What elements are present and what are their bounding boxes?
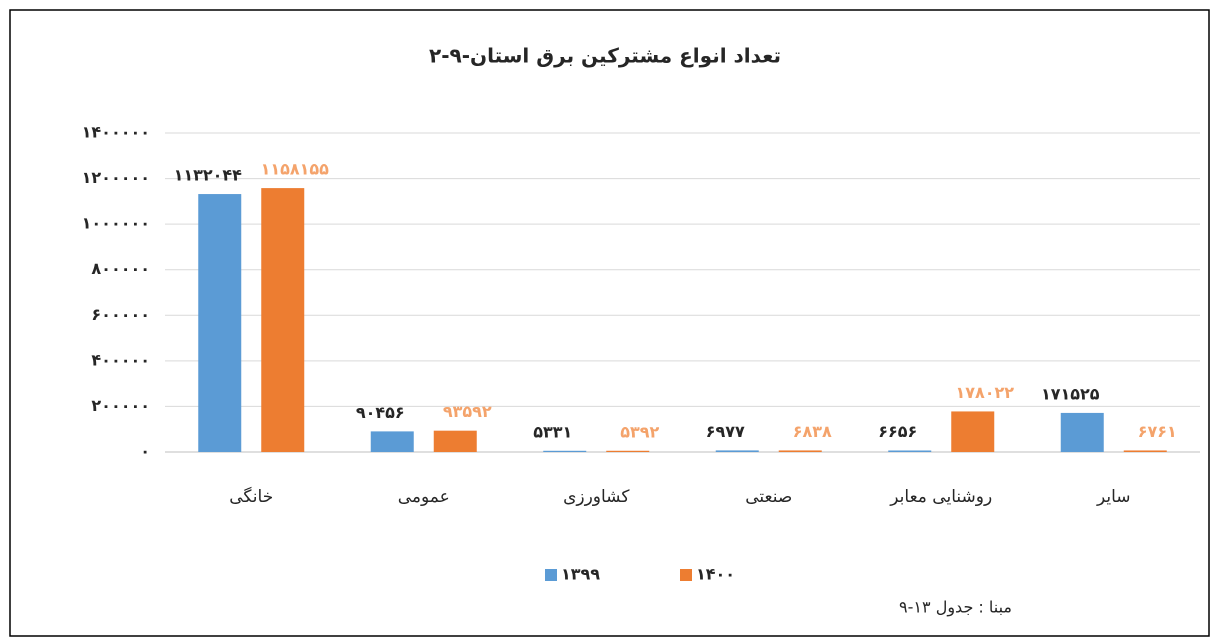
y-tick-label: ۱۴۰۰۰۰۰	[82, 123, 150, 142]
bar	[1060, 412, 1104, 452]
bar	[433, 430, 477, 452]
chart-title: ۲-۹-تعداد انواع مشترکین برق استان	[429, 44, 781, 68]
note: مبنا : جدول ۱۳-۹	[899, 598, 1012, 618]
data-label: ۶۷۶۱	[1138, 422, 1177, 441]
data-label: ۱۷۱۵۲۵	[1041, 384, 1100, 403]
data-label: ۱۷۸۰۲۲	[955, 383, 1014, 402]
y-tick-label: ۱۰۰۰۰۰۰	[82, 214, 150, 233]
x-tick-label: سایر	[1096, 487, 1131, 507]
bar	[606, 450, 650, 452]
legend-swatch	[680, 569, 692, 581]
chart-frame	[9, 9, 1210, 637]
x-tick-label: عمومی	[398, 487, 450, 507]
bar	[543, 450, 587, 452]
x-tick-label: روشنایی معابر	[889, 487, 992, 507]
bar	[778, 450, 822, 452]
data-label: ۶۹۷۷	[706, 422, 745, 441]
legend-label: ۱۴۰۰	[696, 565, 735, 584]
legend-swatch	[545, 569, 557, 581]
bar	[198, 194, 242, 452]
x-tick-label: خانگی	[229, 486, 273, 507]
data-label: ۵۳۹۲	[620, 422, 659, 441]
data-label: ۶۸۳۸	[793, 422, 832, 441]
bar	[1123, 450, 1167, 452]
y-tick-label: ۱۲۰۰۰۰۰	[82, 168, 150, 187]
y-tick-label: ۸۰۰۰۰۰	[91, 259, 150, 278]
x-tick-label: کشاورزی	[563, 487, 630, 507]
data-label: ۹۳۵۹۲	[443, 402, 492, 421]
bar	[715, 450, 759, 452]
y-tick-label: ۰	[140, 442, 150, 461]
bar	[261, 188, 305, 452]
y-tick-label: ۴۰۰۰۰۰	[91, 350, 150, 369]
data-label: ۱۱۳۲۰۴۴	[174, 166, 243, 185]
data-label: ۹۰۴۵۶	[356, 403, 405, 422]
legend-label: ۱۳۹۹	[561, 565, 600, 584]
bar	[888, 450, 932, 452]
y-tick-label: ۶۰۰۰۰۰	[91, 305, 150, 324]
bar	[951, 411, 995, 452]
x-tick-label: صنعتی	[745, 487, 792, 507]
y-tick-label: ۲۰۰۰۰۰	[91, 396, 150, 415]
data-label: ۱۱۵۸۱۵۵	[261, 160, 330, 179]
data-label: ۵۳۳۱	[533, 422, 572, 441]
data-label: ۶۶۵۶	[878, 422, 917, 441]
bar	[370, 431, 414, 452]
